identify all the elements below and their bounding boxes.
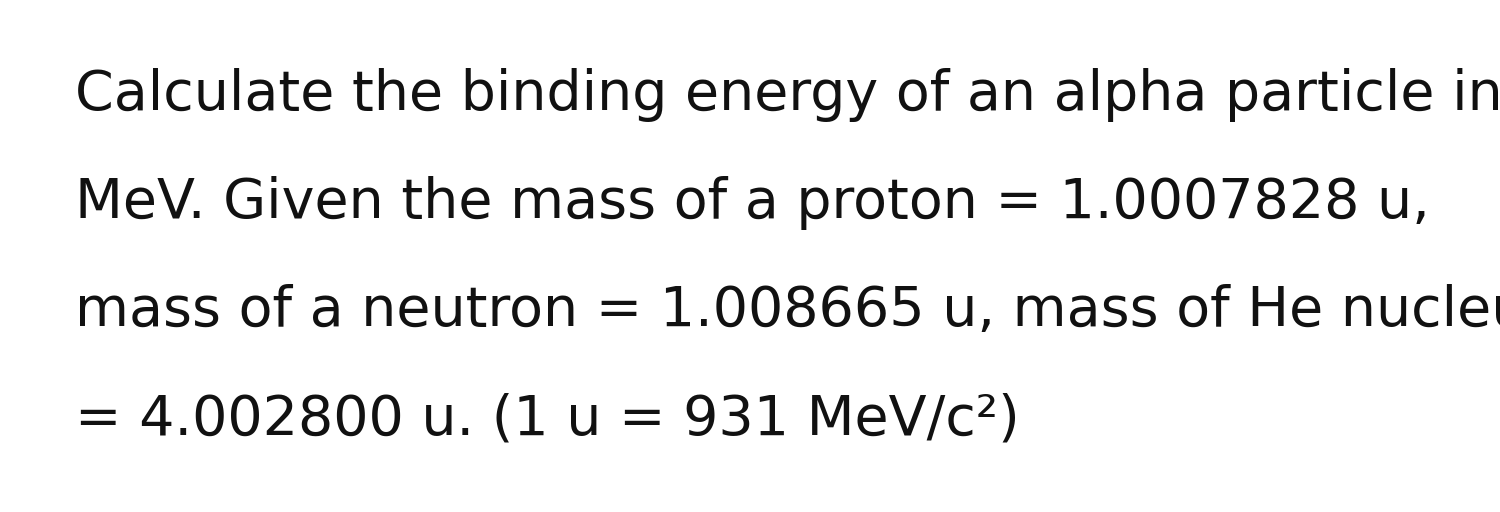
Text: Calculate the binding energy of an alpha particle in: Calculate the binding energy of an alpha… (75, 68, 1500, 122)
Text: MeV. Given the mass of a proton = 1.0007828 u,: MeV. Given the mass of a proton = 1.0007… (75, 176, 1429, 230)
Text: = 4.002800 u. (1 u = 931 MeV/c²): = 4.002800 u. (1 u = 931 MeV/c²) (75, 392, 1020, 446)
Text: mass of a neutron = 1.008665 u, mass of He nucleus: mass of a neutron = 1.008665 u, mass of … (75, 284, 1500, 338)
